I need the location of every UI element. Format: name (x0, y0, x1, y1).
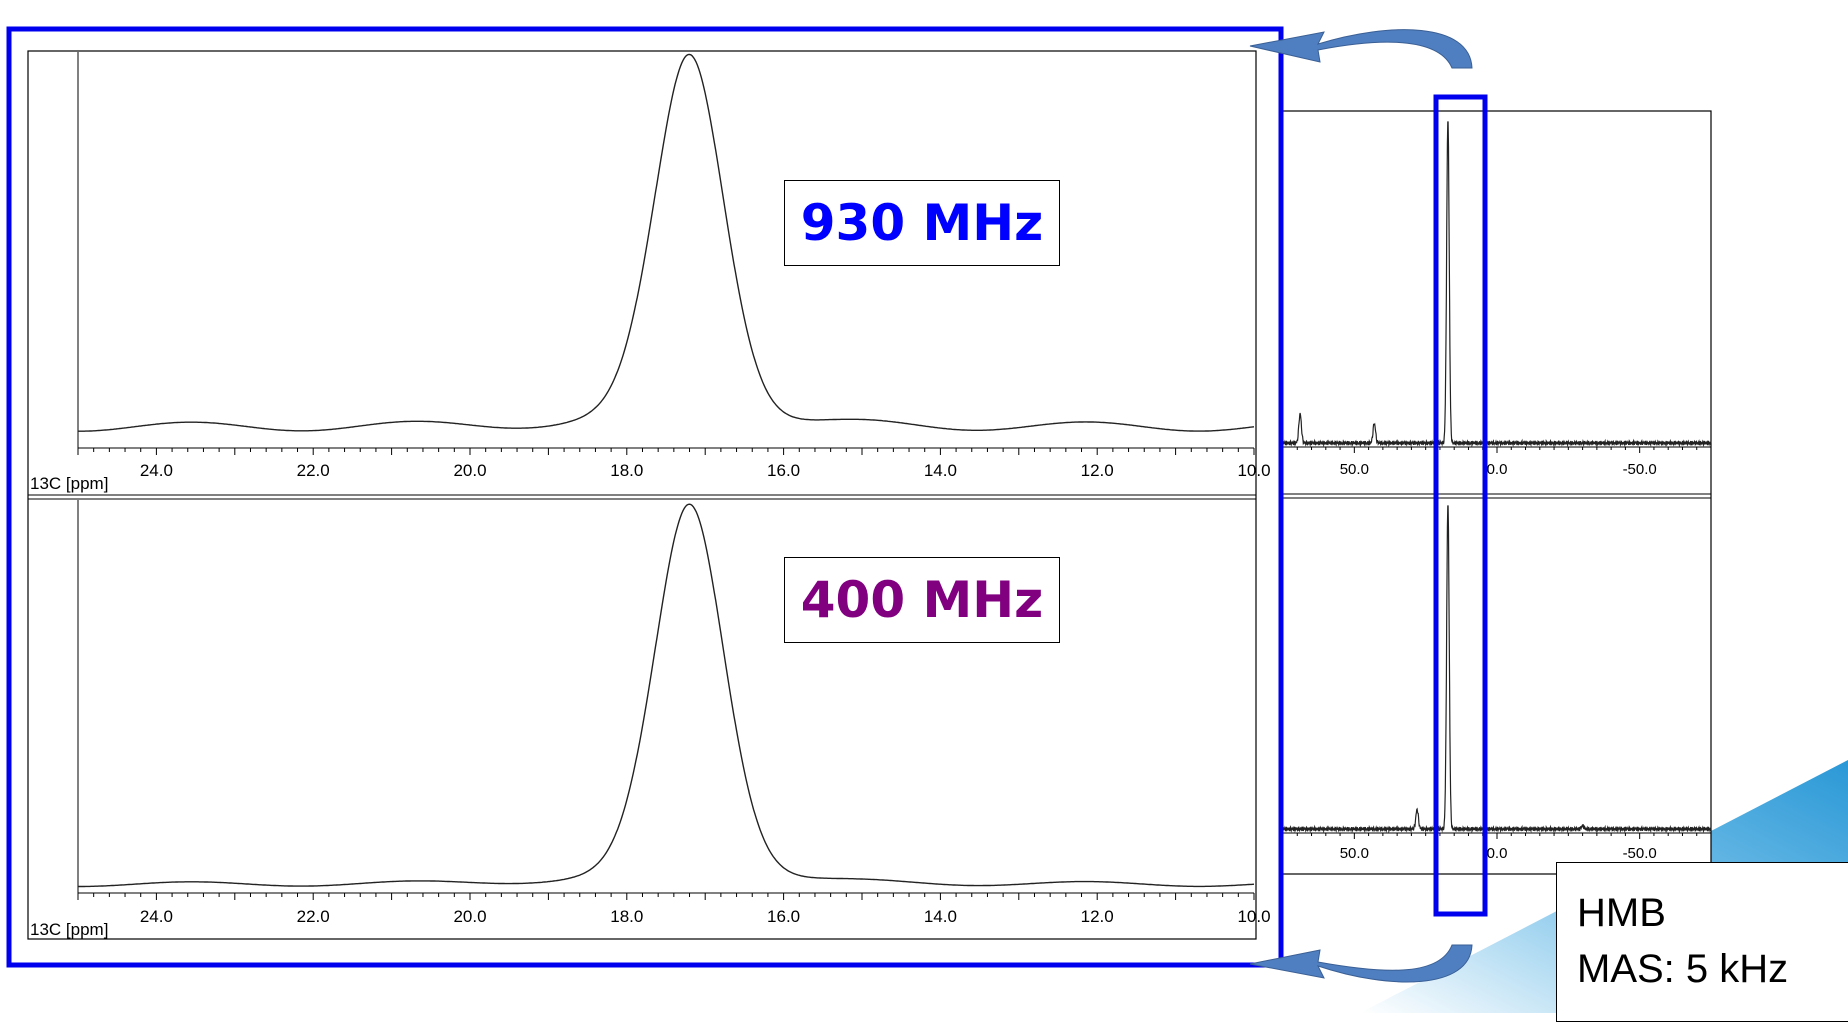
x-tick-label: 18.0 (610, 907, 643, 926)
x-tick-label: 20.0 (453, 907, 486, 926)
x-tick-label: 10.0 (1237, 461, 1270, 480)
x-tick-label: 22.0 (297, 907, 330, 926)
x-tick-label: 18.0 (610, 461, 643, 480)
x-tick-label: 50.0 (1340, 461, 1369, 478)
x-tick-label: 16.0 (767, 461, 800, 480)
x-axis-title: 13C [ppm] (30, 474, 108, 493)
x-tick-label: 0.0 (1487, 845, 1508, 862)
freq-label-930: 930 MHz (784, 180, 1060, 266)
x-tick-label: -50.0 (1623, 461, 1657, 478)
x-tick-label: -50.0 (1623, 845, 1657, 862)
x-tick-label: 20.0 (453, 461, 486, 480)
zoom-arrow-top (1249, 29, 1473, 69)
spectrum-line (1282, 505, 1712, 834)
x-tick-label: 50.0 (1340, 845, 1369, 862)
x-tick-label: 22.0 (297, 461, 330, 480)
sample-name: HMB (1577, 891, 1666, 935)
x-tick-label: 24.0 (140, 461, 173, 480)
freq-label-930-text: 930 MHz (800, 194, 1044, 252)
full-panel-frame (1280, 110, 1712, 875)
spectrum-line (78, 53, 1255, 432)
spectrum-line (1282, 121, 1712, 448)
x-tick-label: 12.0 (1081, 907, 1114, 926)
full-spectra (1280, 110, 1712, 875)
x-tick-label: 12.0 (1081, 461, 1114, 480)
x-tick-label: 24.0 (140, 907, 173, 926)
sample-info-box: HMB MAS: 5 kHz (1556, 862, 1848, 1022)
spectrum-line (78, 503, 1255, 888)
freq-label-400-text: 400 MHz (800, 571, 1044, 629)
x-tick-label: 16.0 (767, 907, 800, 926)
zoom-highlight-box (6, 26, 1284, 968)
x-axis-title: 13C [ppm] (30, 920, 108, 939)
mas-rate: MAS: 5 kHz (1577, 947, 1789, 991)
peak-highlight-box (1433, 94, 1488, 917)
x-tick-label: 10.0 (1237, 907, 1270, 926)
x-tick-label: 14.0 (924, 461, 957, 480)
x-tick-label: 0.0 (1487, 461, 1508, 478)
zoom-arrow-bottom (1249, 944, 1473, 983)
zoomed-spectra (27, 50, 1257, 940)
freq-label-400: 400 MHz (784, 557, 1060, 643)
x-tick-label: 14.0 (924, 907, 957, 926)
